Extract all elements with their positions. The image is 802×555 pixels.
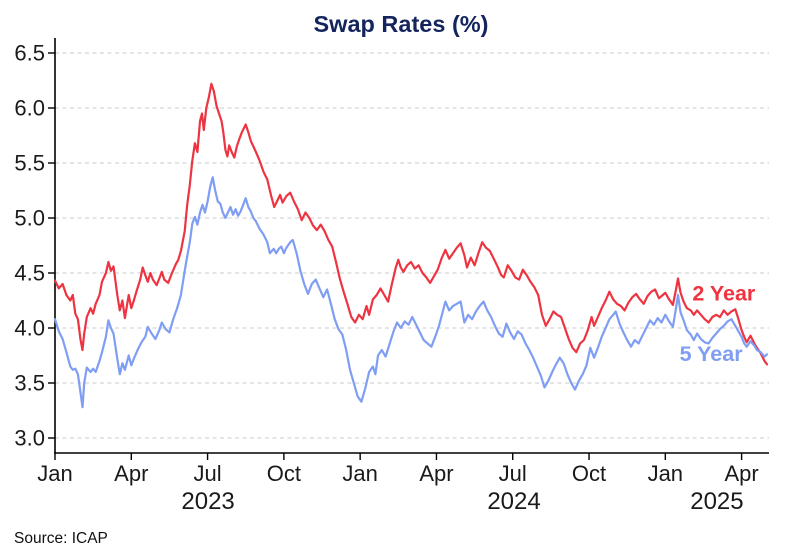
x-tick-label: Apr	[114, 461, 148, 486]
x-tick-label: Apr	[419, 461, 453, 486]
x-tick-label: Jan	[37, 461, 72, 486]
x-tick-label: Oct	[267, 461, 301, 486]
y-tick-label: 4.0	[14, 316, 45, 341]
x-tick-label: Apr	[724, 461, 758, 486]
series-line-2-year	[53, 82, 769, 366]
y-tick-label: 3.5	[14, 371, 45, 396]
gridlines	[55, 52, 769, 439]
x-tick-label: Jul	[499, 461, 527, 486]
y-tick-label: 4.5	[14, 261, 45, 286]
chart-title: Swap Rates (%)	[314, 11, 489, 37]
series-label-2-year: 2 Year	[692, 281, 756, 305]
series-lines	[53, 82, 769, 409]
x-tick-label: Jan	[342, 461, 377, 486]
y-tick-label: 6.0	[14, 96, 45, 121]
x-tick-label: Jul	[194, 461, 222, 486]
x-tick-label: Jan	[648, 461, 683, 486]
x-year-label: 2023	[181, 488, 234, 515]
y-tick-label: 5.5	[14, 151, 45, 176]
y-tick-label: 5.0	[14, 206, 45, 231]
x-year-label: 2024	[487, 488, 540, 515]
series-label-5-year: 5 Year	[680, 342, 744, 366]
axis-tick-labels: 3.0 3.5 4.0 4.5 5.0 5.5 6.0 6.5 Jan Apr Jul Oct Jan A…	[14, 41, 758, 516]
x-tick-label: Oct	[572, 461, 606, 486]
axes	[48, 38, 769, 460]
y-tick-label: 6.5	[14, 41, 45, 66]
x-year-label: 2025	[690, 488, 743, 515]
source-note: Source: ICAP	[14, 530, 108, 547]
series-line-5-year	[53, 176, 769, 409]
y-tick-label: 3.0	[14, 426, 45, 451]
